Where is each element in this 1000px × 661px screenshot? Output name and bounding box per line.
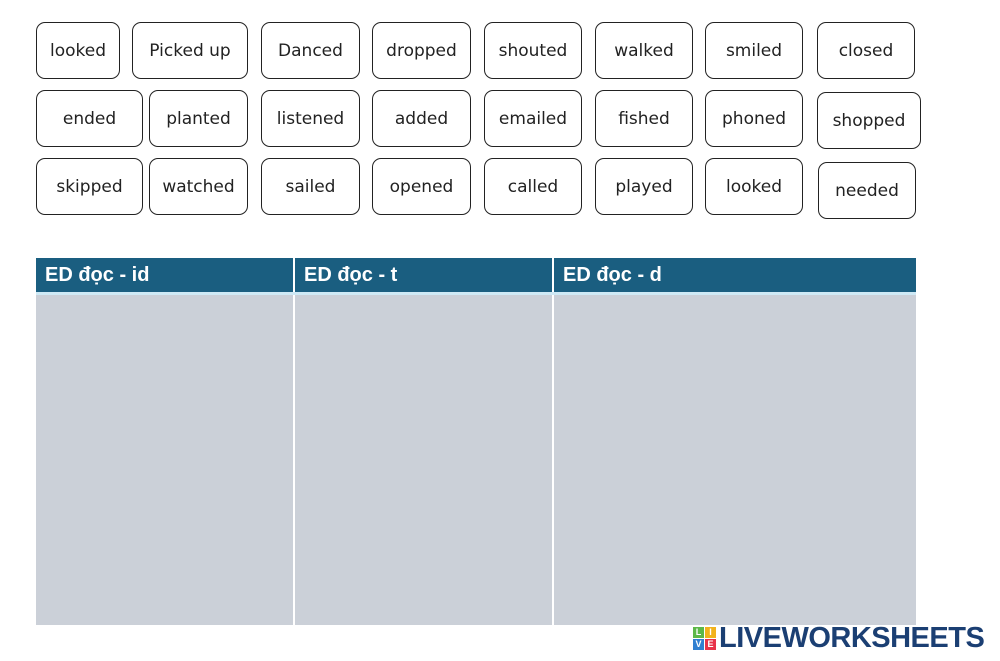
- logo-letter: V: [693, 639, 704, 650]
- word-card[interactable]: ended: [36, 90, 143, 147]
- word-card[interactable]: smiled: [705, 22, 803, 79]
- word-card[interactable]: Danced: [261, 22, 360, 79]
- word-card[interactable]: closed: [817, 22, 915, 79]
- word-card[interactable]: called: [484, 158, 582, 215]
- word-card[interactable]: fished: [595, 90, 693, 147]
- word-card[interactable]: sailed: [261, 158, 360, 215]
- logo-letter: I: [705, 627, 716, 638]
- word-card[interactable]: skipped: [36, 158, 143, 215]
- word-card[interactable]: emailed: [484, 90, 582, 147]
- word-card[interactable]: opened: [372, 158, 471, 215]
- word-card[interactable]: shopped: [817, 92, 921, 149]
- logo-icon: L I V E: [693, 627, 716, 650]
- word-card[interactable]: phoned: [705, 90, 803, 147]
- word-card[interactable]: Picked up: [132, 22, 248, 79]
- header-divider: [36, 292, 916, 295]
- word-card[interactable]: looked: [705, 158, 803, 215]
- word-card[interactable]: walked: [595, 22, 693, 79]
- column-header-t: ED đọc - t: [295, 258, 552, 292]
- logo-letter: L: [693, 627, 704, 638]
- liveworksheets-logo: L I V E LIVEWORKSHEETS: [693, 622, 985, 655]
- word-card[interactable]: needed: [818, 162, 916, 219]
- word-card[interactable]: listened: [261, 90, 360, 147]
- word-card[interactable]: watched: [149, 158, 248, 215]
- logo-text: LIVEWORKSHEETS: [719, 622, 985, 654]
- logo-letter: E: [705, 639, 716, 650]
- word-card[interactable]: played: [595, 158, 693, 215]
- word-card[interactable]: shouted: [484, 22, 582, 79]
- word-card[interactable]: added: [372, 90, 471, 147]
- word-card[interactable]: planted: [149, 90, 248, 147]
- column-header-id: ED đọc - id: [36, 258, 293, 292]
- drop-zone-d[interactable]: [554, 295, 916, 625]
- drop-zone-t[interactable]: [295, 295, 552, 625]
- drop-zone-id[interactable]: [36, 295, 293, 625]
- word-card[interactable]: dropped: [372, 22, 471, 79]
- word-card[interactable]: looked: [36, 22, 120, 79]
- column-header-d: ED đọc - d: [554, 258, 916, 292]
